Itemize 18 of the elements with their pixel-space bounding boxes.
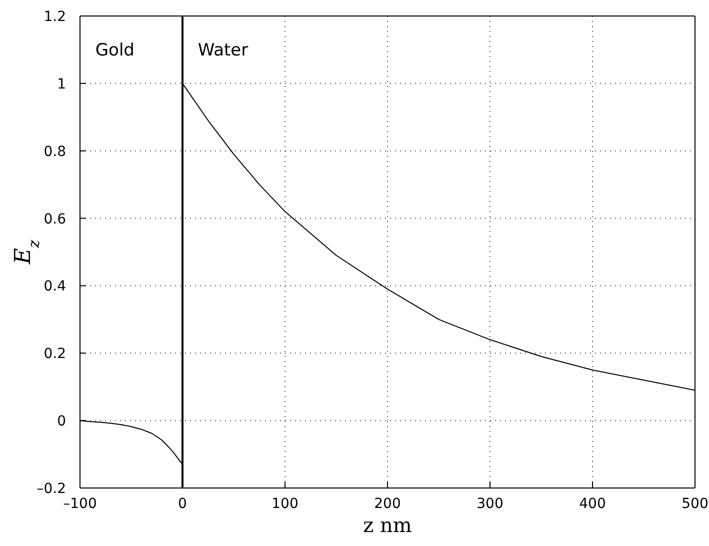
x-tick-label: 0 <box>178 496 187 512</box>
y-tick-label: 1.2 <box>44 8 66 25</box>
y-tick-label: –0.2 <box>36 480 66 497</box>
y-tick-label: 0.2 <box>44 346 66 362</box>
x-axis-title: z nm <box>363 513 412 537</box>
x-tick-label: 500 <box>682 496 708 512</box>
y-tick-label: 0 <box>57 414 66 430</box>
y-tick-label: 0.6 <box>44 211 66 228</box>
x-tick-label: –100 <box>63 496 97 512</box>
annotation: Water <box>198 40 248 61</box>
y-tick-label: 0.4 <box>44 278 66 295</box>
annotation: Gold <box>95 40 134 61</box>
x-tick-label: 400 <box>579 496 606 512</box>
x-tick-label: 200 <box>374 496 401 512</box>
x-tick-label: 300 <box>476 496 504 512</box>
x-tick-label: 100 <box>272 496 298 512</box>
y-tick-label: 0.8 <box>44 144 66 160</box>
y-tick-label: 1 <box>57 76 66 92</box>
